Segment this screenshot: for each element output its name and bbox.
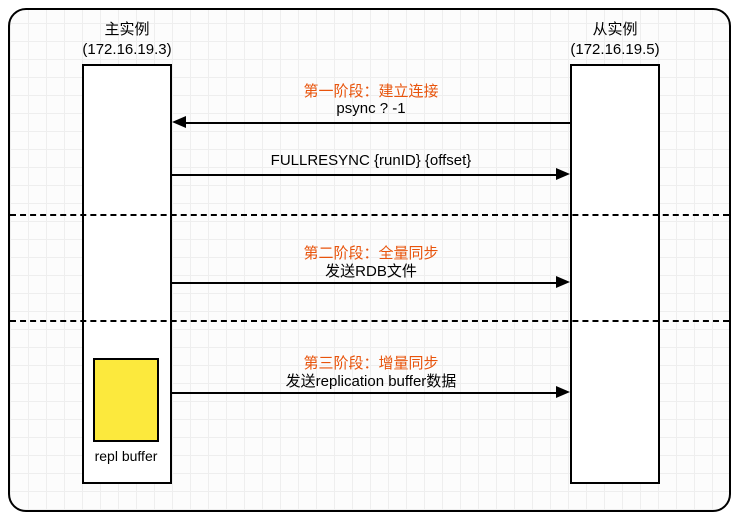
diagram-frame: 主实例 (172.16.19.3) 从实例 (172.16.19.5) 第一阶段… [8, 8, 731, 512]
psync-label: psync ? -1 [172, 100, 570, 117]
slave-ip: (172.16.19.5) [545, 40, 685, 60]
fullresync-arrow-line [172, 174, 558, 176]
replbuf-label: 发送replication buffer数据 [172, 370, 570, 391]
repl-buffer-box [93, 358, 159, 442]
master-ip: (172.16.19.3) [57, 40, 197, 60]
phase-1-label: 第一阶段：建立连接 [271, 80, 471, 101]
fullresync-arrow-head [556, 168, 570, 180]
slave-title: 从实例 [545, 20, 685, 40]
master-title: 主实例 [57, 20, 197, 40]
psync-arrow-head [172, 116, 186, 128]
repl-buffer-label: repl buffer [83, 448, 169, 464]
rdb-arrow-line [172, 282, 558, 284]
rdb-label: 发送RDB文件 [172, 260, 570, 281]
slave-instance-box [570, 64, 660, 484]
psync-arrow-line [184, 122, 570, 124]
phase-divider-2 [10, 320, 729, 322]
master-title-block: 主实例 (172.16.19.3) [57, 20, 197, 61]
slave-title-block: 从实例 (172.16.19.5) [545, 20, 685, 61]
replbuf-arrow-line [172, 392, 558, 394]
phase-divider-1 [10, 214, 729, 216]
fullresync-label: FULLRESYNC {runID} {offset} [172, 152, 570, 169]
